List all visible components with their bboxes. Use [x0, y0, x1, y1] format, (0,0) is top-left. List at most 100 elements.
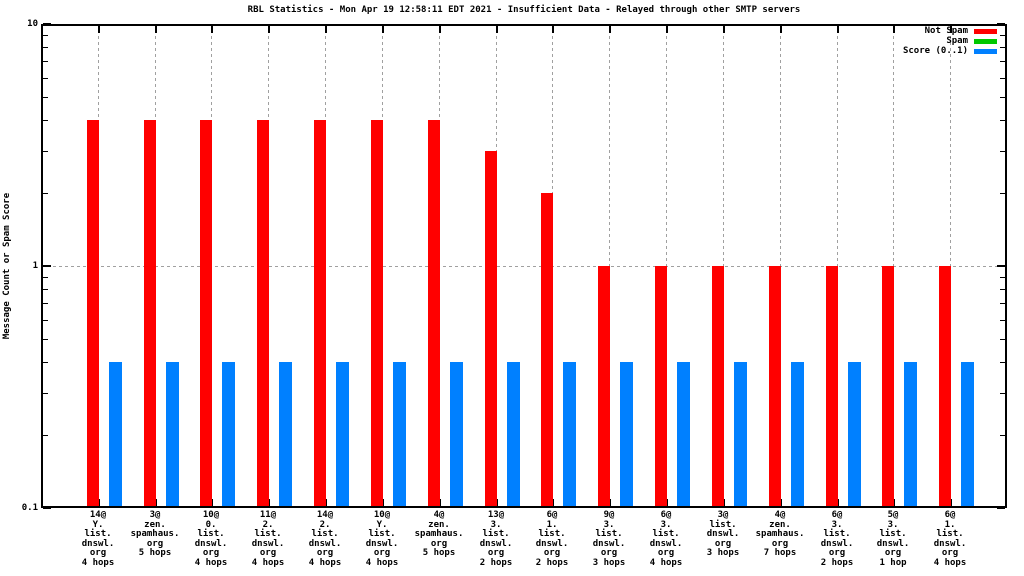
x-tick-label: 14@ 2. list. dnswl. org 4 hops	[308, 510, 342, 568]
x-tick-top	[552, 26, 554, 33]
y-tick-minor-right	[1000, 61, 1005, 62]
gridline-y1	[41, 266, 1007, 267]
y-tick-minor-left	[43, 393, 48, 394]
y-tick-minor-left	[43, 303, 48, 304]
x-tick-top	[609, 26, 611, 33]
y-tick-minor-right	[1000, 435, 1005, 436]
x-tick-bottom	[893, 499, 895, 506]
bar-not-spam	[200, 120, 212, 508]
y-tick-minor-right	[1000, 97, 1005, 98]
y-tick-minor-right	[1000, 47, 1005, 48]
bar-score-0-1	[848, 362, 861, 508]
x-tick-top	[950, 26, 952, 33]
bar-not-spam	[712, 266, 724, 508]
x-tick-bottom	[268, 499, 270, 506]
bar-score-0-1	[734, 362, 747, 508]
y-tick-major-left	[43, 23, 51, 25]
bar-score-0-1	[620, 362, 633, 508]
x-tick-label: 4@ zen. spamhaus. org 5 hops	[414, 510, 464, 558]
legend-label-score: Score (0..1)	[902, 46, 968, 56]
bar-not-spam	[144, 120, 156, 508]
y-tick-minor-right	[1000, 35, 1005, 36]
y-tick-minor-right	[1000, 193, 1005, 194]
y-tick-minor-left	[43, 151, 48, 152]
legend-item-spam: Spam	[903, 36, 997, 46]
bar-not-spam	[541, 193, 553, 508]
x-tick-bottom	[98, 499, 100, 506]
y-tick-minor-left	[43, 120, 48, 121]
y-tick-major-right	[997, 23, 1005, 25]
x-tick-label: 13@ 3. list. dnswl. org 2 hops	[479, 510, 513, 568]
y-tick-minor-left	[43, 435, 48, 436]
y-tick-minor-right	[1000, 151, 1005, 152]
legend: Not Spam Spam Score (0..1)	[903, 26, 997, 56]
x-tick-top	[382, 26, 384, 33]
y-tick-minor-right	[1000, 362, 1005, 363]
x-tick-label: 11@ 2. list. dnswl. org 4 hops	[251, 510, 285, 568]
x-tick-bottom	[723, 499, 725, 506]
x-tick-bottom	[382, 499, 384, 506]
x-tick-top	[837, 26, 839, 33]
bar-score-0-1	[563, 362, 576, 508]
x-tick-top	[98, 26, 100, 33]
y-tick-major-right	[997, 265, 1005, 267]
x-tick-bottom	[609, 499, 611, 506]
legend-item-score: Score (0..1)	[903, 46, 997, 56]
bar-score-0-1	[450, 362, 463, 508]
bar-not-spam	[882, 266, 894, 508]
bar-score-0-1	[393, 362, 406, 508]
x-tick-bottom	[211, 499, 213, 506]
x-tick-top	[780, 26, 782, 33]
plot-frame	[41, 24, 1007, 508]
x-tick-bottom	[837, 499, 839, 506]
legend-swatch-score	[974, 48, 997, 54]
bar-not-spam	[769, 266, 781, 508]
x-tick-top	[893, 26, 895, 33]
bar-not-spam	[485, 151, 497, 508]
x-tick-bottom	[666, 499, 668, 506]
bar-score-0-1	[904, 362, 917, 508]
x-tick-top	[439, 26, 441, 33]
y-tick-minor-right	[1000, 289, 1005, 290]
bar-not-spam	[314, 120, 326, 508]
x-tick-label: 4@ zen. spamhaus. org 7 hops	[755, 510, 805, 558]
bar-not-spam	[371, 120, 383, 508]
y-tick-minor-right	[1000, 393, 1005, 394]
y-tick-minor-left	[43, 277, 48, 278]
x-tick-label: 3@ zen. spamhaus. org 5 hops	[130, 510, 180, 558]
y-tick-minor-left	[43, 35, 48, 36]
x-tick-label: 5@ 3. list. dnswl. org 1 hop	[876, 510, 910, 568]
bar-score-0-1	[166, 362, 179, 508]
y-tick-label: 0.1	[21, 503, 38, 513]
y-tick-minor-right	[1000, 339, 1005, 340]
bar-not-spam	[428, 120, 440, 508]
y-tick-minor-left	[43, 97, 48, 98]
legend-label-not-spam: Not Spam	[924, 26, 968, 36]
bar-not-spam	[598, 266, 610, 508]
x-tick-label: 14@ Y. list. dnswl. org 4 hops	[81, 510, 115, 568]
legend-label-spam: Spam	[946, 36, 968, 46]
bar-score-0-1	[677, 362, 690, 508]
y-tick-minor-right	[1000, 120, 1005, 121]
y-tick-major-left	[43, 265, 51, 267]
bar-score-0-1	[961, 362, 974, 508]
x-tick-bottom	[439, 499, 441, 506]
bar-not-spam	[655, 266, 667, 508]
y-tick-minor-left	[43, 61, 48, 62]
bar-score-0-1	[791, 362, 804, 508]
y-tick-minor-left	[43, 289, 48, 290]
x-tick-bottom	[325, 499, 327, 506]
y-tick-minor-left	[43, 193, 48, 194]
x-tick-label: 6@ 3. list. dnswl. org 4 hops	[649, 510, 683, 568]
x-tick-top	[155, 26, 157, 33]
bar-not-spam	[87, 120, 99, 508]
x-tick-bottom	[155, 499, 157, 506]
legend-item-not-spam: Not Spam	[903, 26, 997, 36]
y-tick-major-right	[997, 507, 1005, 509]
bar-not-spam	[939, 266, 951, 508]
x-tick-label: 9@ 3. list. dnswl. org 3 hops	[592, 510, 626, 568]
x-tick-label: 6@ 1. list. dnswl. org 2 hops	[535, 510, 569, 568]
x-tick-top	[496, 26, 498, 33]
y-tick-minor-left	[43, 47, 48, 48]
